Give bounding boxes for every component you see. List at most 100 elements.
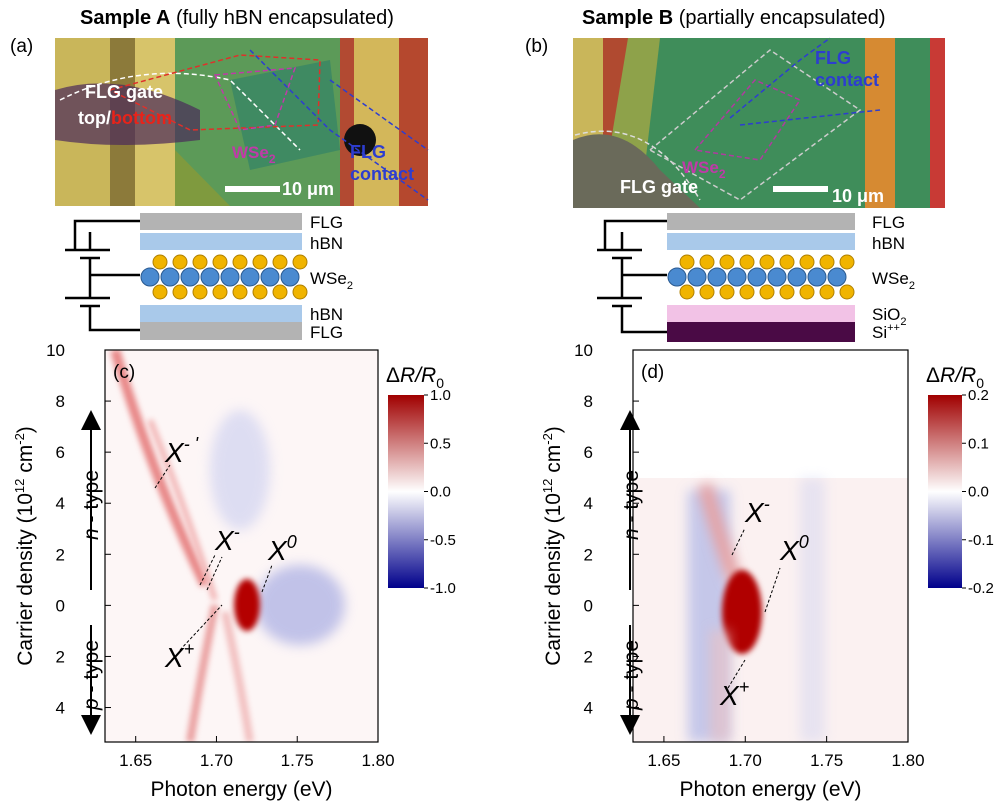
annotation: X- [744,494,770,528]
annotation-part: - [764,494,770,514]
n-type-label-part: n [80,528,103,540]
y-axis-title-part: Carrier density (10 [14,493,37,666]
layer-label-part: hBN [872,234,905,253]
flake: WSe [232,143,269,162]
atom-se [679,254,695,270]
layer-label: hBN [310,234,343,253]
panel-label: (c) [113,362,135,383]
y-axis-title-part: -2 [12,433,27,445]
colorbar-title-part: 0 [436,375,444,391]
y-axis-title-part: cm [542,445,565,479]
y-tick-label: 10 [574,341,593,360]
x-tick-label: 1.75 [810,751,843,770]
label-top: top [78,108,106,128]
atom-se [699,284,715,300]
colorbar-tick-label: 0.0 [968,484,989,501]
schematic-a [65,213,308,340]
atom-se [739,284,755,300]
x-tick-label: 1.70 [729,751,762,770]
x-tick-label: 1.65 [647,751,680,770]
y-tick-label: 4 [56,494,65,513]
y-axis-title-part: cm [14,445,37,479]
atom-se [252,284,268,300]
colorbar-title: ΔR/R0 [926,364,984,391]
heatmap-c [105,350,378,742]
layer-label-part: WSe [872,269,909,288]
image-label: FLG gate [85,82,163,102]
annotation-part: 0 [287,532,297,552]
schematic-b [597,213,855,342]
annotation-part: X [779,535,800,566]
image-label: contact [815,70,879,90]
heatmap-d [633,478,908,742]
y-tick-label: 4 [584,699,593,718]
colorbar [388,395,424,588]
y-axis-title: Carrier density (1012 cm-2) [540,426,565,666]
atom-se [819,254,835,270]
y-tick-label: 4 [56,699,65,718]
x-tick-label: 1.80 [361,751,394,770]
atom-se [819,284,835,300]
y-axis-title-part: -2 [540,433,555,445]
atom-se [152,284,168,300]
annotation-part: 0 [799,532,809,552]
n-type-label-part: - type [80,470,103,528]
layer-label-part: hBN [310,234,343,253]
flake: WSe [682,158,719,177]
y-axis-title-part: ) [14,426,37,433]
layer-label-part: Si [872,323,887,342]
annotation-leader [154,464,273,651]
atom-se [272,284,288,300]
n-type-label-part: - type [620,470,643,528]
y-tick-label: 2 [56,545,65,564]
plot-frame [632,349,909,743]
image-label: WSe2 [682,158,726,181]
n-type-label: n - type [80,470,103,540]
atom-se [192,284,208,300]
layer-label-part: hBN [310,305,343,324]
y-axis-title-part: ) [542,426,565,433]
annotation-part: + [739,677,750,697]
colorbar-tick-label: 0.1 [968,435,989,452]
atom-w [727,267,747,287]
atom-se [759,284,775,300]
colorbar-tick-label: 0.0 [430,484,451,501]
atom-w [240,267,260,287]
colorbar-title-part: Δ [926,364,940,387]
annotation-part: X [164,437,185,468]
atom-se [232,254,248,270]
annotation-leader [727,527,781,689]
image-label: FLG gate [620,177,698,197]
atom-se [799,254,815,270]
colorbar-tick-label: -0.5 [430,532,456,549]
y-tick-label: 0 [584,596,593,615]
image-label: FLG [350,142,386,162]
atom-se [292,254,308,270]
y-tick-label: 2 [584,545,593,564]
layer-label: hBN [872,234,905,253]
atom-se [212,254,228,270]
annotation-part: X [719,680,740,711]
title-bold: Sample B [582,7,673,29]
micrograph-b [573,37,945,208]
x-tick-label: 1.75 [281,751,314,770]
atom-w [140,267,160,287]
atom-w [687,267,707,287]
atom-w [767,267,787,287]
colorbar-title-part: R/R [400,364,436,387]
p-type-label-part: - type [620,640,643,698]
atom-w [787,267,807,287]
atom-w [220,267,240,287]
colorbar-title: ΔR/R0 [386,364,444,391]
layer-label: WSe2 [310,269,353,292]
atom-se [699,254,715,270]
atom-se [679,284,695,300]
panel-title: Sample A (fully hBN encapsulated) [80,7,394,29]
y-axis-title-part: 12 [12,479,27,493]
layer-label: FLG [872,213,905,232]
y-axis-title-part: Carrier density (10 [542,493,565,666]
y-tick-label: 6 [56,443,65,462]
image-label: WSe2 [232,143,276,166]
